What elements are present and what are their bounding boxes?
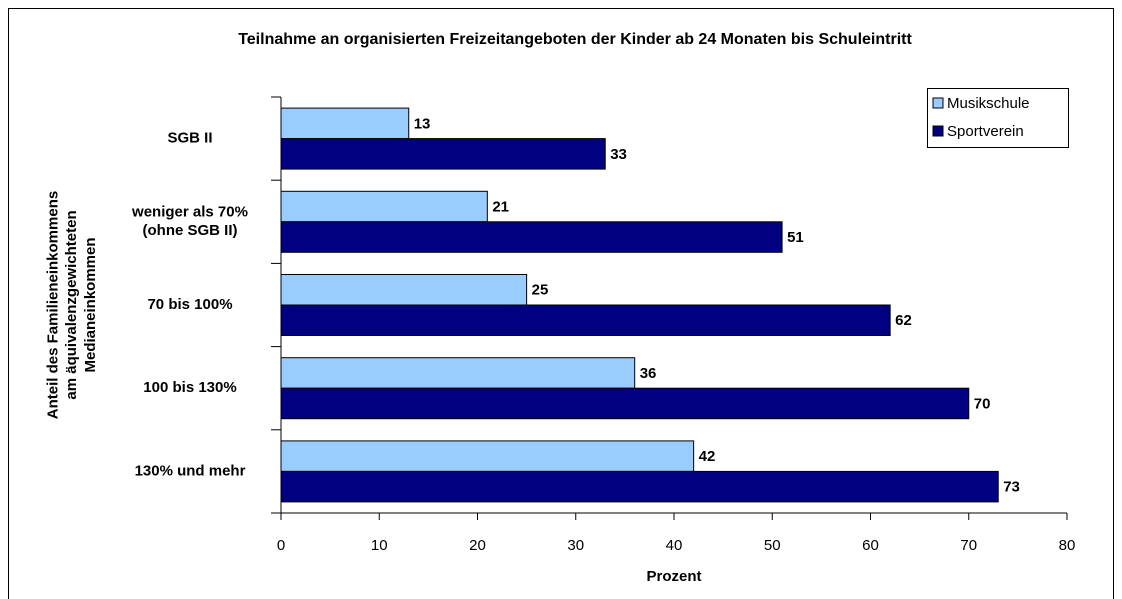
x-tick-label: 40 bbox=[666, 537, 683, 554]
x-tick-label: 30 bbox=[567, 537, 584, 554]
bar bbox=[280, 138, 606, 170]
value-label: 70 bbox=[974, 395, 991, 412]
x-tick-label: 80 bbox=[1059, 537, 1076, 554]
y-tick-label: 70 bis 100% bbox=[147, 296, 232, 313]
value-label: 73 bbox=[1003, 479, 1020, 496]
bar bbox=[280, 470, 999, 503]
bar bbox=[280, 440, 695, 472]
y-tick-label: 100 bis 130% bbox=[143, 379, 236, 396]
x-tick-label: 0 bbox=[277, 537, 285, 554]
x-tick-label: 70 bbox=[960, 537, 977, 554]
value-label: 13 bbox=[414, 115, 431, 132]
value-label: 33 bbox=[610, 146, 627, 163]
y-axis-title: Anteil des Familieneinkommens am äquivale… bbox=[44, 191, 99, 419]
bar bbox=[280, 304, 891, 336]
x-tick-label: 20 bbox=[469, 537, 486, 554]
bar bbox=[280, 387, 970, 420]
value-label: 51 bbox=[787, 229, 804, 246]
bar bbox=[280, 190, 488, 223]
x-tick-label: 60 bbox=[862, 537, 879, 554]
bar bbox=[280, 107, 410, 140]
value-label: 62 bbox=[895, 312, 912, 329]
x-tick-label: 50 bbox=[764, 537, 781, 554]
value-label: 42 bbox=[699, 448, 716, 465]
legend-label: Sportverein bbox=[947, 123, 1024, 140]
legend-box bbox=[927, 88, 1069, 148]
legend-swatch bbox=[932, 97, 944, 109]
legend-swatch bbox=[932, 125, 944, 137]
value-label: 21 bbox=[492, 199, 509, 216]
y-tick-label: SGB II bbox=[167, 130, 212, 147]
value-label: 25 bbox=[532, 282, 549, 299]
bar bbox=[280, 274, 528, 306]
y-tick-label: weniger als 70% (ohne SGB II) bbox=[131, 203, 248, 239]
x-tick-label: 10 bbox=[371, 537, 388, 554]
bar bbox=[280, 357, 636, 389]
chart-title: Teilnahme an organisierten Freizeitangeb… bbox=[238, 31, 912, 48]
y-tick-label: 130% und mehr bbox=[135, 462, 246, 479]
legend-label: Musikschule bbox=[947, 95, 1030, 112]
bar bbox=[280, 221, 783, 253]
value-label: 36 bbox=[640, 365, 657, 382]
x-axis-title: Prozent bbox=[646, 568, 701, 585]
